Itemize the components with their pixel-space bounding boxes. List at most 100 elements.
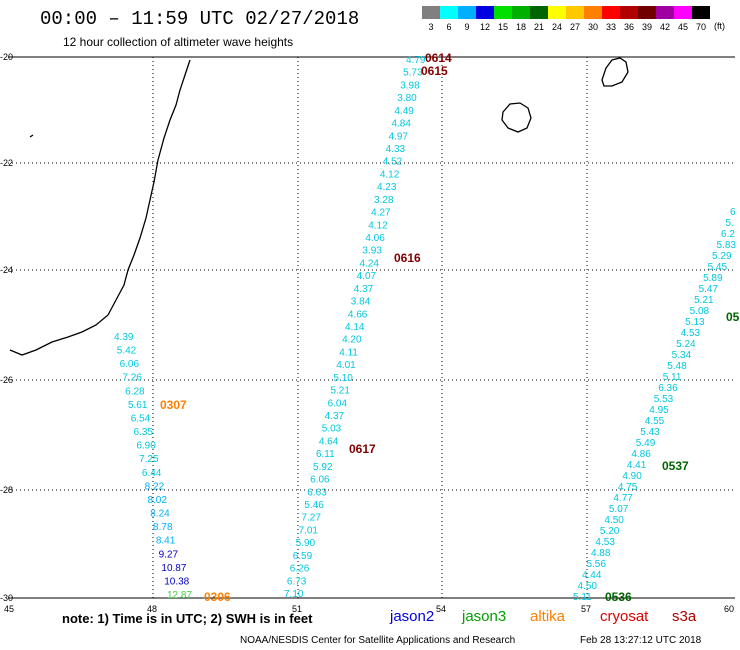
pass-time-label: 05: [726, 310, 740, 324]
wave-height-value: 4.33: [386, 144, 406, 155]
wave-height-value: 3.98: [400, 80, 420, 91]
pass-time-label: 0616: [394, 251, 421, 265]
wave-height-value: 4.53: [681, 328, 701, 339]
wave-height-value: 5.21: [694, 295, 714, 306]
wave-height-value: 9.27: [159, 549, 179, 560]
wave-height-value: 5.89: [703, 273, 723, 284]
lon-tick-label: 57: [581, 604, 591, 614]
wave-height-value: 3.93: [362, 246, 382, 257]
wave-height-value: 4.79: [406, 55, 426, 66]
wave-height-value: 5.07: [609, 504, 629, 515]
wave-height-value: 10.87: [161, 563, 186, 574]
lon-tick-label: 48: [147, 604, 157, 614]
scale-swatch: [674, 6, 692, 19]
wave-height-value: 4.52: [383, 157, 403, 168]
wave-height-value: 5.29: [712, 251, 732, 262]
wave-height-value: 4.23: [377, 182, 397, 193]
scale-label: 33: [605, 22, 616, 32]
map-title: 00:00 – 11:59 UTC 02/27/2018: [40, 8, 360, 30]
scale-label: 36: [623, 22, 634, 32]
wave-height-value: 4.64: [319, 436, 339, 447]
wave-height-value: 4.49: [394, 106, 414, 117]
scale-label: 42: [659, 22, 670, 32]
wave-height-value: 5.: [726, 218, 734, 229]
scale-label: 18: [515, 22, 526, 32]
satellite-legend-item: altika: [530, 608, 566, 625]
wave-height-value: 5.42: [117, 346, 137, 357]
wave-height-value: 5.21: [330, 386, 350, 397]
scale-swatch: [548, 6, 566, 19]
wave-height-value: 7.10: [284, 589, 304, 600]
wave-height-value: 5.24: [676, 339, 696, 350]
generation-timestamp: Feb 28 13:27:12 UTC 2018: [580, 635, 702, 646]
scale-label: 12: [479, 22, 490, 32]
wave-height-value: 5.48: [667, 361, 687, 372]
pass-time-label: 0615: [421, 64, 448, 78]
scale-swatch: [638, 6, 656, 19]
wave-height-value: 4.53: [595, 537, 615, 548]
scale-swatch: [656, 6, 674, 19]
scale-swatch: [512, 6, 530, 19]
wave-height-value: 5.45: [708, 262, 728, 273]
wave-height-value: 4.14: [345, 322, 365, 333]
lat-tick-label: -24: [0, 265, 13, 275]
wave-height-value: 4.44: [582, 570, 602, 581]
wave-height-value: 6.90: [136, 441, 156, 452]
wave-height-value: 4.12: [380, 169, 400, 180]
wave-height-value: 6: [730, 207, 736, 218]
wave-height-value: 7.27: [301, 513, 321, 524]
scale-label: 27: [569, 22, 580, 32]
wave-height-value: 6.2: [721, 229, 735, 240]
scale-swatch: [566, 6, 584, 19]
wave-height-value: 5.08: [690, 306, 710, 317]
wave-height-value: 5.46: [304, 500, 324, 511]
wave-height-value: 8.22: [145, 481, 165, 492]
wave-height-value: 5.47: [699, 284, 719, 295]
wave-height-value: 6.73: [287, 576, 307, 587]
wave-height-value: 6.06: [310, 475, 330, 486]
wave-height-value: 4.24: [360, 258, 380, 269]
pass-time-label: 0536: [605, 590, 632, 604]
wave-height-value: 5.61: [128, 400, 148, 411]
scale-unit: (ft): [714, 21, 725, 31]
pass-time-label: 0306: [204, 590, 231, 604]
scale-label: 45: [677, 22, 688, 32]
wave-height-value: 6.28: [125, 386, 145, 397]
wave-height-value: 6.26: [290, 564, 310, 575]
map-frame: [8, 56, 735, 599]
wave-height-value: 4.27: [371, 208, 391, 219]
wave-height-value: 4.55: [645, 416, 665, 427]
scale-swatch: [620, 6, 638, 19]
wave-height-value: 4.77: [613, 493, 633, 504]
wave-height-value: 4.88: [591, 548, 611, 559]
satellite-legend-item: s3a: [672, 608, 697, 625]
scale-swatch: [692, 6, 710, 19]
wave-height-value: 4.90: [622, 471, 642, 482]
scale-label: 24: [551, 22, 562, 32]
lat-tick-label: -20: [0, 52, 13, 62]
wave-height-value: 10.38: [164, 576, 189, 587]
coastline: [9, 57, 629, 356]
scale-label: 30: [587, 22, 598, 32]
wave-height-value: 5.03: [322, 424, 342, 435]
scale-swatch: [440, 6, 458, 19]
wave-height-value: 7.26: [122, 373, 142, 384]
wave-height-value: 5.11: [663, 372, 682, 383]
lat-tick-label: -28: [0, 485, 13, 495]
scale-label: 21: [533, 22, 544, 32]
wave-height-value: 4.66: [348, 309, 368, 320]
scale-swatch: [422, 6, 440, 19]
wave-height-value: 7.01: [299, 525, 319, 536]
wave-height-value: 4.50: [577, 581, 597, 592]
satellite-legend-item: jason2: [390, 608, 435, 625]
pass-time-label: 0614: [425, 51, 452, 65]
scale-label: 9: [464, 22, 470, 32]
pass-time-label: 0307: [160, 398, 187, 412]
scale-label: 70: [695, 22, 706, 32]
scale-label: 3: [428, 22, 434, 32]
pass-time-label: 0537: [662, 459, 689, 473]
graticule: 45 48 51 54 57 60 -20 -22 -24 -26 -28 -30: [0, 52, 735, 614]
wave-height-value: 6.44: [142, 468, 162, 479]
wave-height-value: 8.78: [153, 522, 173, 533]
